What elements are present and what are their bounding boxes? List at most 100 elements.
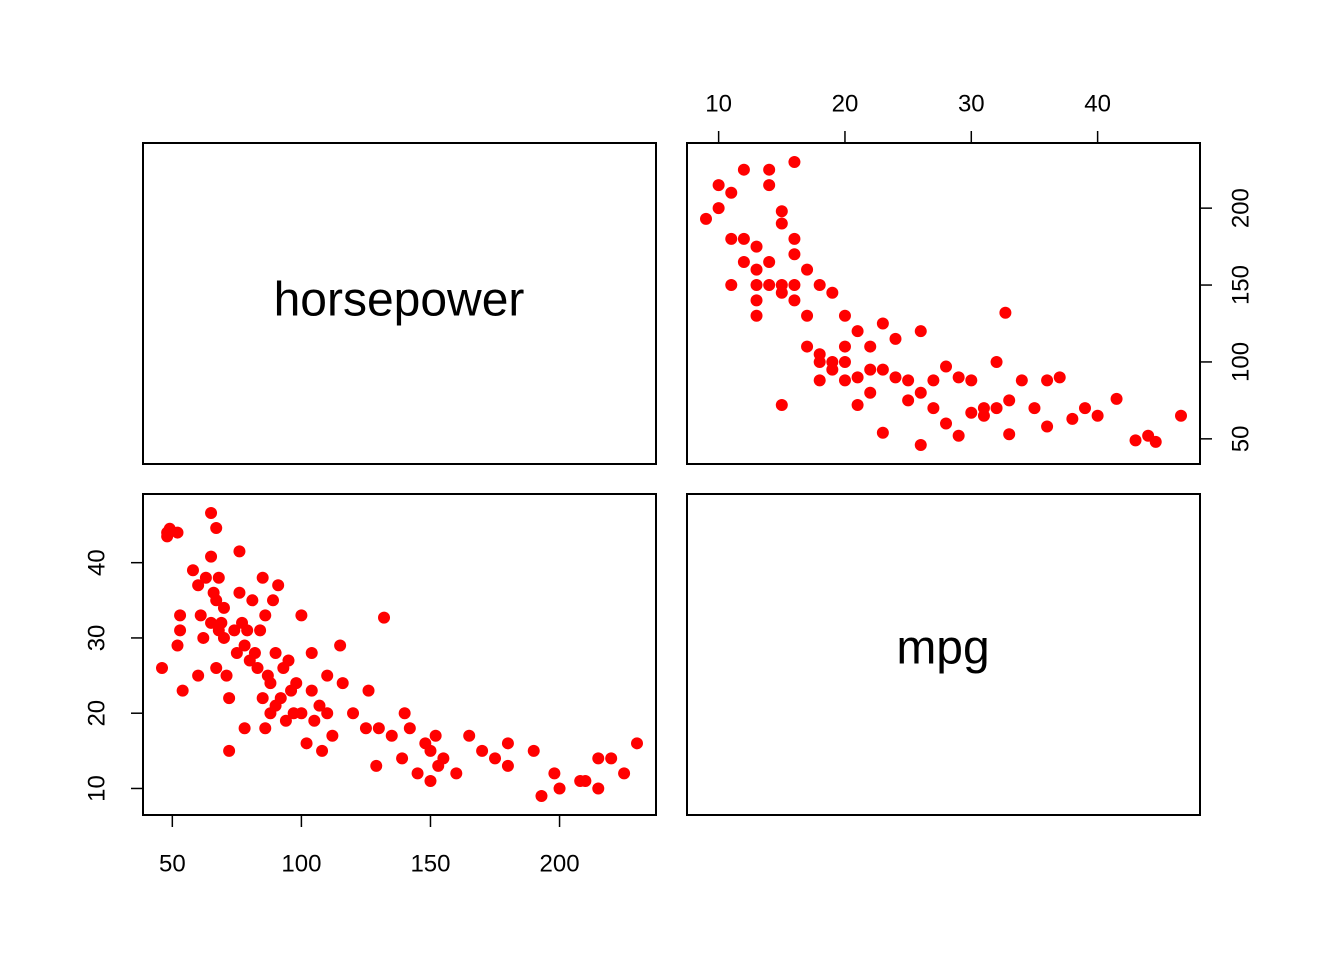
scatter-point	[192, 669, 205, 682]
top-axis-tick-label: 20	[832, 90, 859, 117]
scatter-point	[176, 684, 189, 697]
scatter-point	[437, 752, 450, 765]
scatter-point	[838, 340, 851, 353]
scatter-point	[233, 545, 246, 558]
scatter-point	[1149, 435, 1162, 448]
scatter-point	[321, 707, 334, 720]
left-axis-mpg: 10 20 30 40	[83, 549, 144, 802]
panel-mpg-label-frame	[686, 493, 1201, 816]
scatter-point	[489, 752, 502, 765]
top-axis-tick-label: 30	[958, 90, 985, 117]
scatter-point	[396, 752, 409, 765]
scatter-point	[313, 699, 326, 712]
right-axis-horsepower: 50 100 150 200	[1199, 188, 1254, 452]
scatter-point	[927, 402, 940, 415]
scatter-point	[712, 202, 725, 215]
scatter-point	[326, 729, 339, 742]
scatter-point	[256, 571, 269, 584]
scatter-point	[775, 205, 788, 218]
scatter-point	[295, 609, 308, 622]
scatter-point	[914, 386, 927, 399]
scatter-point	[429, 729, 442, 742]
scatter-point	[233, 586, 246, 599]
scatter-point	[1110, 392, 1123, 405]
scatter-point	[334, 639, 347, 652]
scatter-point	[210, 522, 223, 535]
bottom-axis-tick-label: 200	[540, 850, 580, 877]
scatter-point	[990, 402, 1003, 415]
scatter-point	[788, 248, 801, 261]
scatter-point	[220, 669, 233, 682]
scatter-point	[999, 306, 1012, 319]
scatter-point	[763, 163, 776, 176]
scatter-point	[1015, 374, 1028, 387]
scatter-point	[914, 439, 927, 451]
scatter-point	[264, 677, 277, 690]
scatter-point	[370, 759, 383, 772]
scatter-point	[241, 624, 254, 637]
scatter-point	[259, 609, 272, 622]
scatter-point	[372, 722, 385, 735]
scatter-point	[197, 631, 210, 644]
scatter-point	[864, 386, 877, 399]
variable-label-horsepower: horsepower	[274, 274, 525, 327]
scatter-point	[1066, 412, 1079, 425]
scatter-point	[411, 767, 424, 780]
scatter-point	[592, 782, 605, 795]
scatter-point	[282, 654, 295, 667]
scatter-point	[501, 737, 514, 750]
scatter-point	[316, 744, 329, 757]
scatter-point	[463, 729, 476, 742]
scatter-point	[403, 722, 416, 735]
scatter-point	[295, 707, 308, 720]
scatter-point	[205, 550, 218, 563]
scatter-point	[254, 624, 267, 637]
scatter-point	[194, 609, 207, 622]
scatter-point	[775, 286, 788, 299]
scatter-point	[1129, 434, 1142, 447]
scatter-point	[864, 363, 877, 376]
scatter-point	[279, 714, 292, 727]
scatter-point	[199, 571, 212, 584]
scatter-point	[763, 255, 776, 268]
scatter-point	[902, 374, 915, 387]
scatter-point	[990, 355, 1003, 368]
scatter-point	[902, 394, 915, 407]
scatter-point	[238, 639, 251, 652]
scatter-point	[217, 631, 230, 644]
scatter-point	[1003, 428, 1016, 441]
scatter-point	[274, 692, 287, 705]
top-axis-tick-label: 40	[1084, 90, 1111, 117]
scatter-point	[305, 646, 318, 659]
variable-label-mpg: mpg	[896, 622, 989, 675]
scatter-point	[813, 355, 826, 368]
scatter-point	[259, 722, 272, 735]
scatter-point	[362, 684, 375, 697]
scatter-point	[763, 179, 776, 192]
scatter-point	[212, 571, 225, 584]
scatter-point	[156, 662, 168, 675]
scatter-point	[308, 714, 321, 727]
scatter-point	[251, 662, 264, 675]
scatter-point	[801, 309, 814, 322]
scatter-point	[290, 677, 303, 690]
scatter-point	[763, 279, 776, 292]
scatter-point	[174, 609, 187, 622]
bottom-axis-tick-label: 150	[410, 850, 450, 877]
scatter-point	[965, 406, 978, 419]
scatter-point	[378, 611, 391, 624]
scatter-point	[336, 677, 349, 690]
bottom-axis-horsepower: 50 100 150 200	[159, 814, 580, 877]
scatter-point	[889, 332, 902, 345]
scatter-point	[210, 594, 223, 607]
scatter-point	[725, 186, 738, 199]
scatter-point	[813, 279, 826, 292]
right-axis-tick-label: 100	[1227, 342, 1254, 382]
scatter-point	[801, 263, 814, 276]
scatter-point	[838, 309, 851, 322]
bottom-axis-tick-label: 50	[159, 850, 186, 877]
scatter-point	[305, 684, 318, 697]
scatter-point	[246, 594, 259, 607]
scatter-point	[927, 374, 940, 387]
right-axis-tick-label: 50	[1227, 425, 1254, 452]
